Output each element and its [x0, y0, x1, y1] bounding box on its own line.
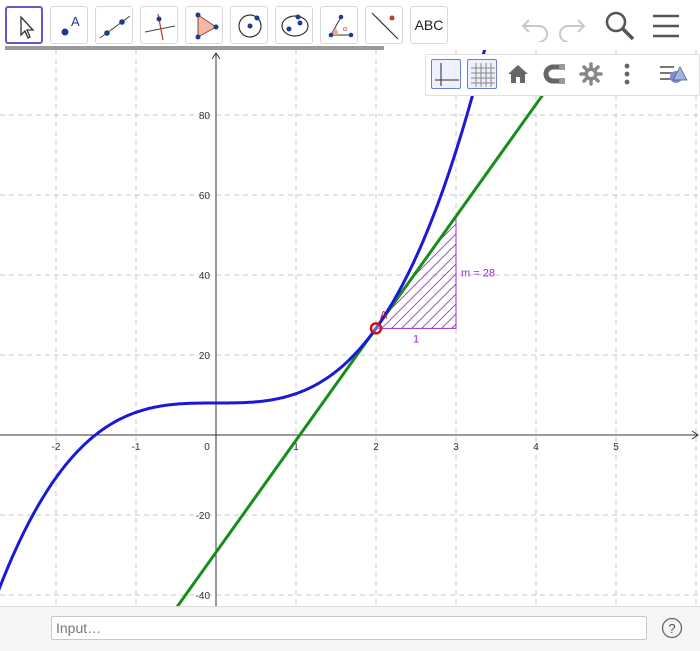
y-tick-label: -20: [196, 511, 211, 522]
angle-tool-button[interactable]: α: [320, 6, 358, 44]
angle-icon: α: [328, 14, 354, 38]
style-bar-toggle-button[interactable]: [658, 59, 688, 89]
text-tool-label: ABC: [414, 17, 444, 33]
algebra-input-field[interactable]: [51, 616, 647, 640]
polygon-tool-button[interactable]: [185, 6, 223, 44]
svg-text:α: α: [343, 26, 347, 33]
help-label: ?: [668, 621, 675, 636]
circle-tool-button[interactable]: [230, 6, 268, 44]
menu-icon[interactable]: [650, 8, 682, 42]
x-tick-label: 0: [204, 442, 210, 453]
graph-canvas[interactable]: -2 -1 0 1 2 3 4 5 80 60 40 20 -20 -40 A m = 28 1: [0, 50, 700, 606]
line-tool-button[interactable]: [95, 6, 133, 44]
y-tick-label: 20: [199, 351, 211, 362]
point-tool-letter: A: [71, 14, 80, 29]
search-icon[interactable]: [603, 8, 637, 42]
redo-icon[interactable]: [556, 8, 588, 42]
line-icon: [99, 15, 131, 39]
y-tick-label: -40: [196, 591, 211, 602]
perpendicular-line-icon: [144, 13, 176, 41]
ellipse-icon: [281, 14, 309, 37]
move-tool-button[interactable]: [5, 6, 43, 44]
cursor-arrow-icon: [20, 15, 35, 39]
home-icon: [508, 65, 528, 83]
input-bar: ?: [0, 606, 700, 651]
point-tool-button[interactable]: A: [50, 6, 88, 44]
toolbar: A: [0, 0, 700, 50]
x-axis-arrow: [691, 430, 699, 440]
grid-icon: [471, 63, 495, 87]
run-label: 1: [413, 333, 419, 345]
reflect-icon: [371, 12, 399, 40]
undo-icon[interactable]: [519, 8, 551, 42]
perpendicular-line-tool-button[interactable]: [140, 6, 178, 44]
x-tick-label: 5: [613, 442, 619, 453]
settings-button[interactable]: [576, 59, 606, 89]
y-tick-label: 80: [199, 111, 211, 122]
toolbar-scrollbar[interactable]: [5, 46, 384, 50]
polygon-icon: [195, 12, 219, 40]
gear-icon: [579, 62, 603, 86]
x-tick-label: 1: [293, 442, 299, 453]
axes-toggle-button[interactable]: [431, 59, 461, 89]
x-tick-label: 3: [453, 442, 459, 453]
reflect-tool-button[interactable]: [365, 6, 403, 44]
x-tick-label: 2: [373, 442, 379, 453]
graphics-view[interactable]: -2 -1 0 1 2 3 4 5 80 60 40 20 -20 -40 A m = 28 1: [0, 50, 700, 606]
y-tick-label: 40: [199, 271, 211, 282]
more-options-button[interactable]: [612, 59, 642, 89]
tick-labels: -2 -1 0 1 2 3 4 5 80 60 40 20 -20 -40: [52, 111, 620, 602]
style-bar: [425, 54, 700, 96]
more-vertical-icon: [624, 63, 630, 85]
slope-label: m = 28: [461, 267, 495, 279]
axes: [0, 52, 699, 606]
text-tool-button[interactable]: ABC: [410, 6, 448, 44]
x-tick-label: -1: [132, 442, 141, 453]
x-tick-label: -2: [52, 442, 61, 453]
grid-toggle-button[interactable]: [467, 59, 497, 89]
circle-icon: [238, 14, 262, 38]
axes-icon: [435, 63, 459, 86]
grid: [0, 50, 700, 606]
y-tick-label: 60: [199, 191, 211, 202]
home-view-button[interactable]: [503, 59, 533, 89]
point-a-label: A: [380, 309, 388, 321]
conic-tool-button[interactable]: [275, 6, 313, 44]
style-bar-icon: [660, 66, 688, 83]
y-axis-arrow: [211, 52, 221, 60]
function-curve[interactable]: [0, 50, 487, 606]
point-icon: A: [61, 14, 80, 36]
x-tick-label: 4: [533, 442, 539, 453]
help-icon[interactable]: ?: [661, 617, 683, 639]
snap-magnet-button[interactable]: [539, 59, 569, 89]
magnet-icon: [543, 64, 565, 84]
point-a[interactable]: [369, 322, 383, 335]
